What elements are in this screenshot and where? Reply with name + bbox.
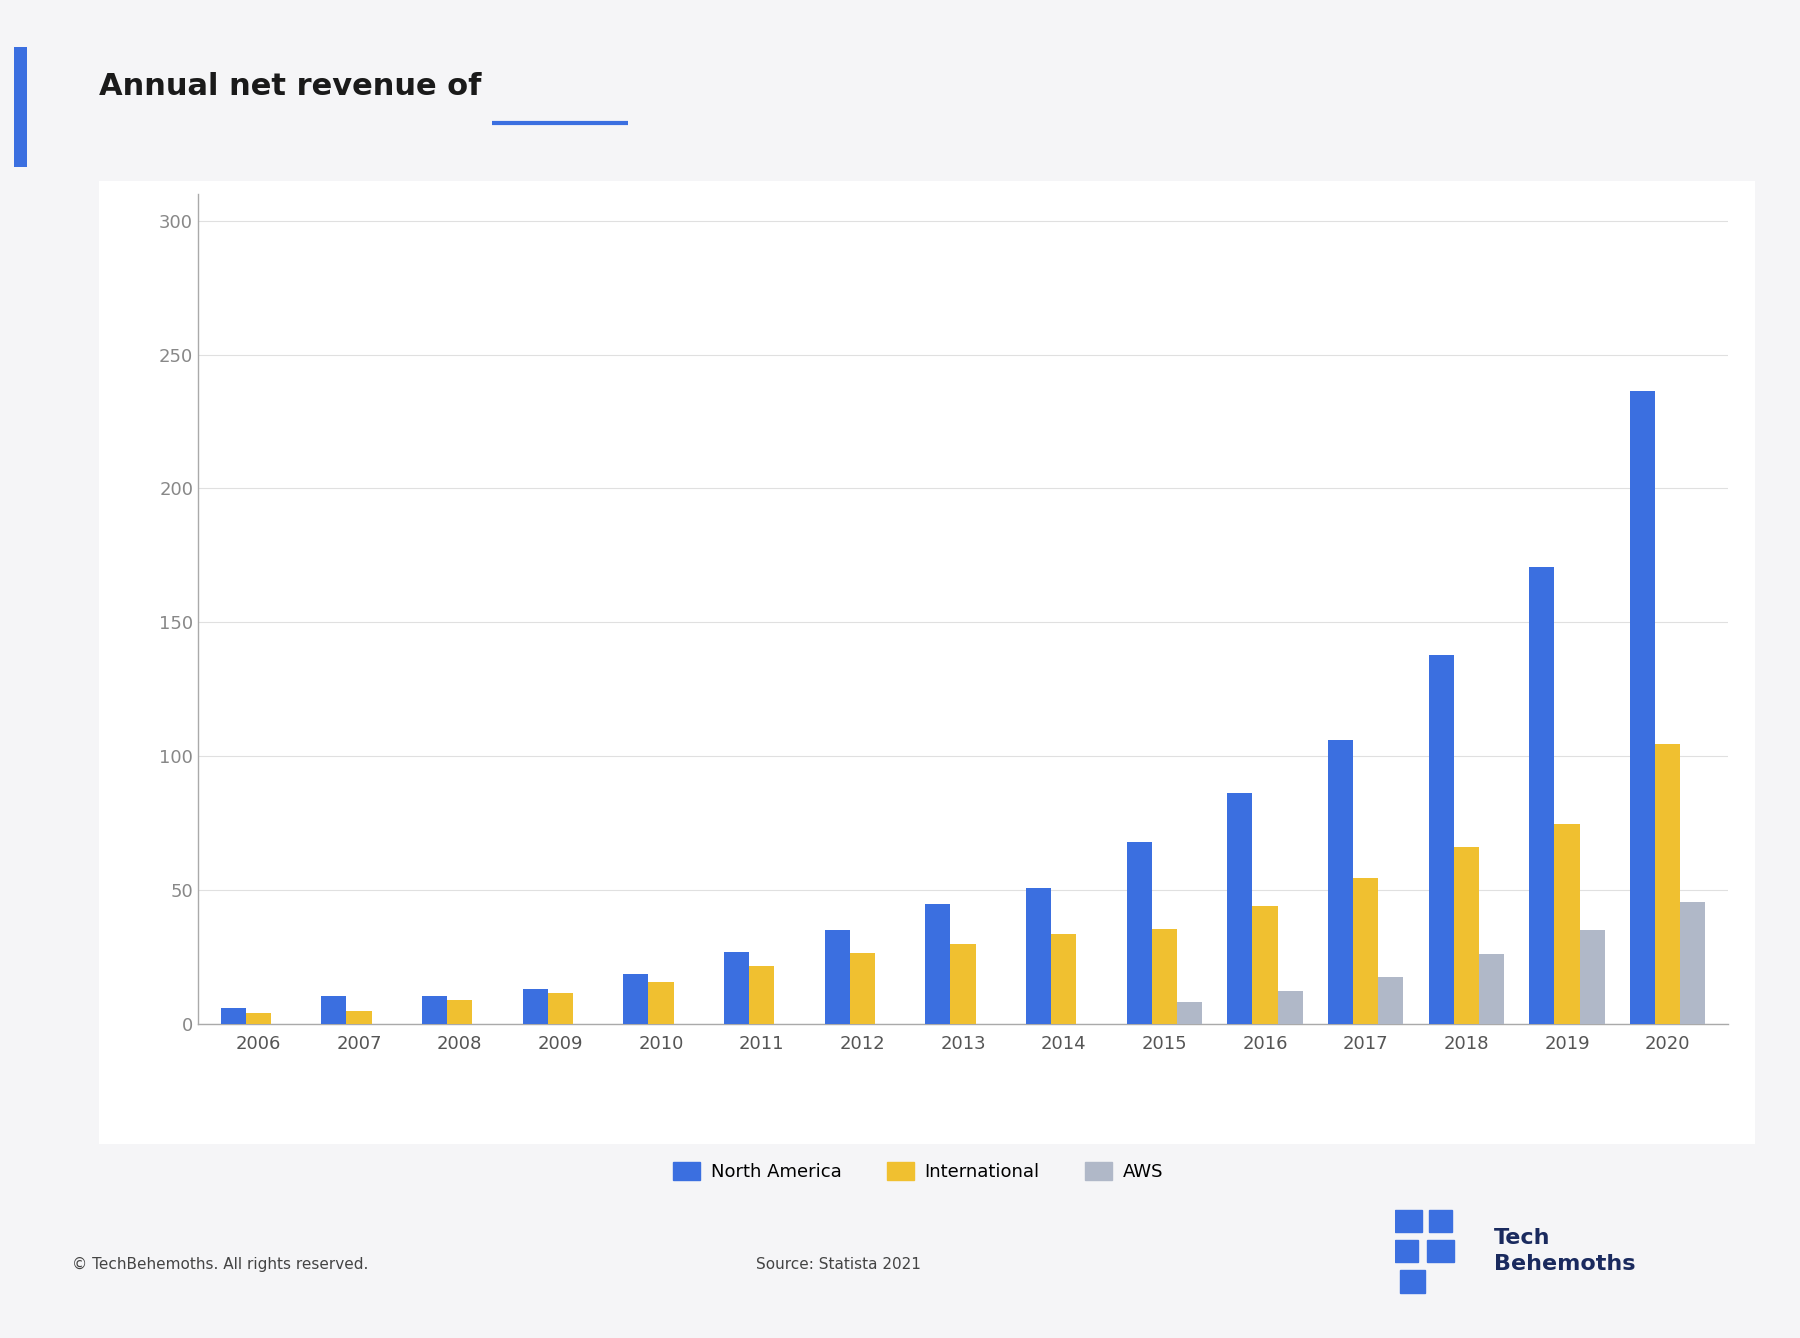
Bar bbox=[1454, 847, 1480, 1024]
Bar bbox=[1629, 391, 1654, 1024]
Bar bbox=[1026, 887, 1051, 1024]
Bar bbox=[850, 953, 875, 1024]
Text: © TechBehemoths. All rights reserved.: © TechBehemoths. All rights reserved. bbox=[72, 1256, 369, 1272]
Bar bbox=[925, 904, 950, 1024]
Bar bbox=[1354, 878, 1379, 1024]
Bar bbox=[522, 989, 547, 1024]
Bar bbox=[346, 1010, 371, 1024]
Bar bbox=[1395, 1210, 1422, 1232]
Bar bbox=[1051, 934, 1076, 1024]
Bar bbox=[1177, 1002, 1202, 1024]
Bar bbox=[1228, 793, 1253, 1024]
Bar bbox=[1152, 929, 1177, 1024]
Bar bbox=[623, 974, 648, 1024]
Bar bbox=[1127, 842, 1152, 1024]
Text: Annual net revenue of: Annual net revenue of bbox=[99, 72, 491, 102]
Text: Tech
Behemoths: Tech Behemoths bbox=[1494, 1228, 1636, 1274]
Bar bbox=[547, 993, 572, 1024]
Bar bbox=[221, 1008, 247, 1024]
Bar bbox=[749, 966, 774, 1024]
Bar bbox=[1426, 1240, 1454, 1263]
Bar bbox=[1679, 902, 1705, 1024]
Bar bbox=[824, 930, 850, 1024]
Bar bbox=[421, 997, 446, 1024]
Bar bbox=[1429, 656, 1454, 1024]
Bar bbox=[1555, 824, 1580, 1024]
Bar bbox=[1480, 954, 1505, 1024]
Bar bbox=[322, 997, 346, 1024]
Bar bbox=[1379, 977, 1404, 1024]
Bar bbox=[1530, 566, 1555, 1024]
Bar bbox=[648, 982, 673, 1024]
Bar bbox=[1328, 740, 1354, 1024]
Legend: North America, International, AWS: North America, International, AWS bbox=[666, 1155, 1170, 1188]
Bar bbox=[446, 999, 472, 1024]
Bar bbox=[1654, 744, 1679, 1024]
Text: Annual net revenue of: Annual net revenue of bbox=[99, 72, 491, 102]
Bar bbox=[1400, 1271, 1426, 1293]
Bar bbox=[1395, 1240, 1418, 1263]
Text: from 2006 to 2020, by segment: from 2006 to 2020, by segment bbox=[628, 72, 1181, 102]
Bar bbox=[1253, 906, 1278, 1024]
Bar bbox=[724, 953, 749, 1024]
Bar bbox=[1429, 1210, 1451, 1232]
Bar bbox=[247, 1013, 272, 1024]
Text: Source: Statista 2021: Source: Statista 2021 bbox=[756, 1256, 922, 1272]
Bar bbox=[1580, 930, 1604, 1024]
Bar bbox=[1278, 991, 1303, 1024]
Text: Amazon: Amazon bbox=[491, 72, 628, 102]
Bar bbox=[950, 943, 976, 1024]
